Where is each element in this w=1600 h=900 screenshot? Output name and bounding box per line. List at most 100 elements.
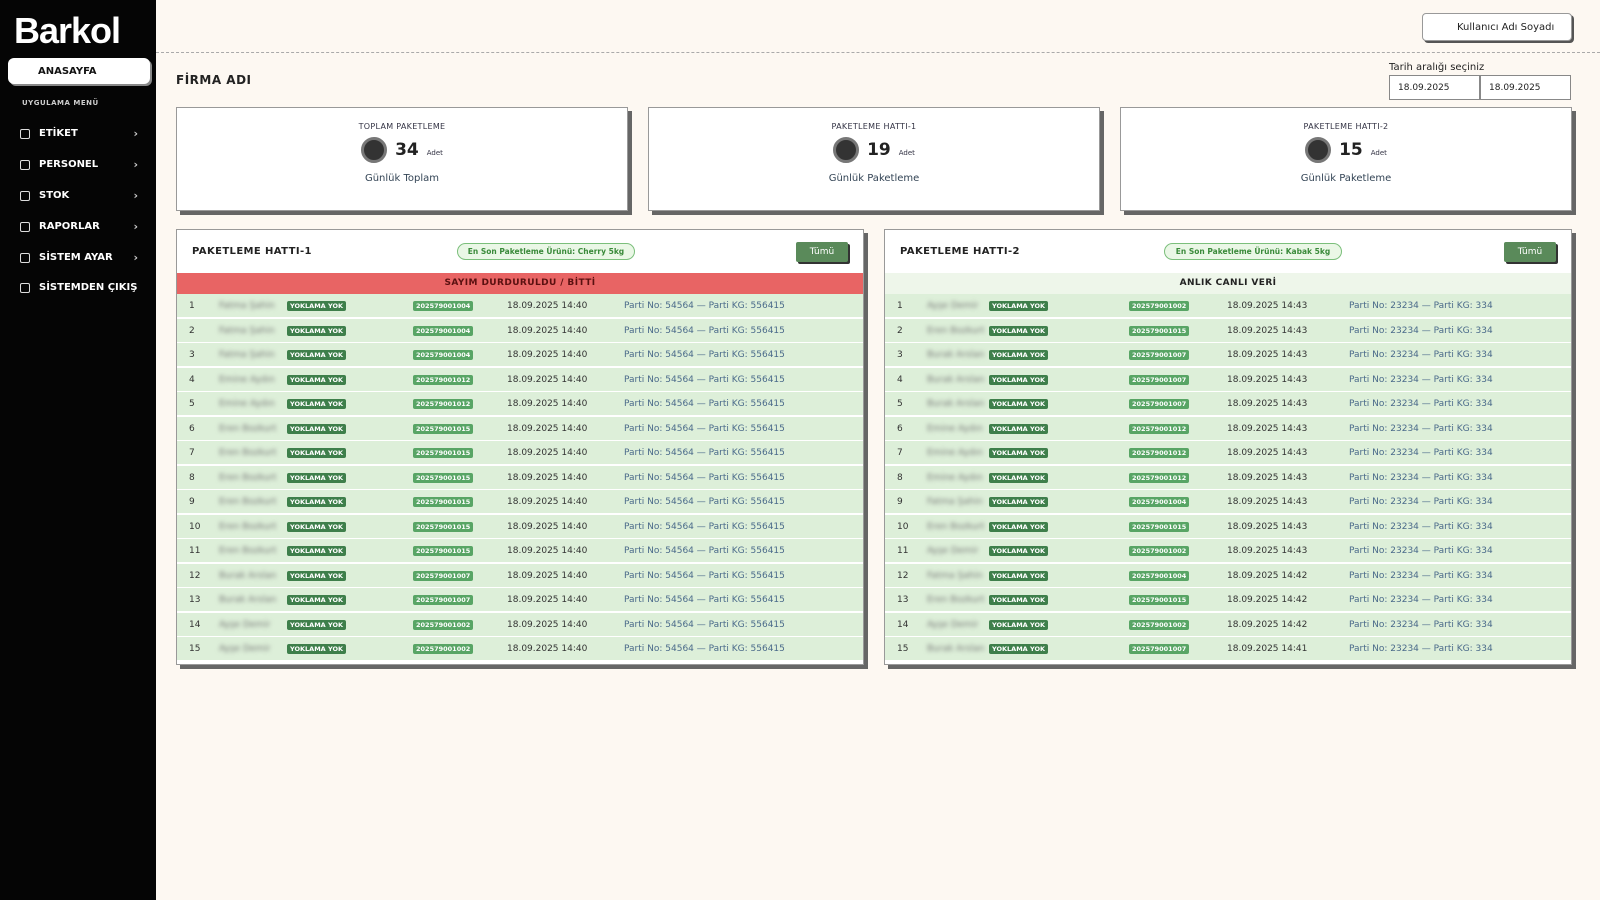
attendance-status: YOKLAMA YOK xyxy=(287,399,347,409)
batch-info: Parti No: 23234 — Parti KG: 334 xyxy=(1349,570,1493,581)
row-number: 10 xyxy=(897,521,909,532)
data-row: 3 Burak Arslan YOKLAMA YOK 202579001007 18.0… xyxy=(885,343,1571,367)
data-row: 9 Fatma Şahin YOKLAMA YOK 202579001004 18.09… xyxy=(885,490,1571,514)
data-row: 12 Burak Arslan YOKLAMA YOK 202579001007 18.… xyxy=(177,563,863,588)
data-row: 15 Burak Arslan YOKLAMA YOK 202579001007 18.… xyxy=(885,637,1571,661)
barcode: 202579001004 xyxy=(1129,497,1190,507)
attendance-status: YOKLAMA YOK xyxy=(989,644,1049,654)
row-number: 7 xyxy=(189,448,195,458)
nav-item[interactable]: RAPORLAR › xyxy=(20,220,138,233)
row-number: 8 xyxy=(897,472,903,483)
card-title: PAKETLEME HATTI-1 xyxy=(831,122,917,131)
attendance-status: YOKLAMA YOK xyxy=(287,350,347,360)
data-row: 14 Ayşe Demir YOKLAMA YOK 202579001002 18.09… xyxy=(885,612,1571,637)
panel-title: PAKETLEME HATTI-2 xyxy=(900,246,1020,257)
nav-icon xyxy=(20,282,30,293)
employee-name: Ayşe Demir xyxy=(219,644,271,654)
employee-name: Burak Arslan xyxy=(927,644,985,654)
employee-name: Fatma Şahin xyxy=(219,325,275,336)
barcode: 202579001012 xyxy=(1129,448,1190,458)
row-number: 12 xyxy=(897,570,909,581)
user-menu[interactable]: Kullanıcı Adı Soyadı xyxy=(1422,13,1572,41)
batch-info: Parti No: 54564 — Parti KG: 556415 xyxy=(624,423,785,434)
barcode: 202579001002 xyxy=(1129,301,1190,311)
card-title: PAKETLEME HATTI-2 xyxy=(1303,122,1389,131)
batch-info: Parti No: 54564 — Parti KG: 556415 xyxy=(624,301,785,311)
data-row: 8 Eren Bozkurt YOKLAMA YOK 202579001015 18.0… xyxy=(177,465,863,490)
row-number: 11 xyxy=(897,546,909,556)
nav-item[interactable]: PERSONEL › xyxy=(20,158,138,171)
barcode: 202579001007 xyxy=(1129,399,1190,409)
timestamp: 18.09.2025 14:43 xyxy=(1227,325,1308,336)
timestamp: 18.09.2025 14:40 xyxy=(507,619,588,630)
nav-label: PERSONEL xyxy=(39,159,99,170)
timestamp: 18.09.2025 14:40 xyxy=(507,497,588,507)
row-number: 1 xyxy=(189,301,195,311)
nav-item[interactable]: STOK › xyxy=(20,189,138,202)
sidebar: Barkol ANASAYFA UYGULAMA MENÜ ETİKET › PER… xyxy=(0,0,156,900)
employee-name: Eren Bozkurt xyxy=(219,521,277,532)
barcode: 202579001015 xyxy=(413,448,474,458)
employee-name: Emine Aydın xyxy=(927,423,983,434)
employee-name: Eren Bozkurt xyxy=(927,521,985,532)
nav-item[interactable]: ETİKET › xyxy=(20,127,138,140)
barcode: 202579001012 xyxy=(413,399,474,409)
barcode: 202579001015 xyxy=(1129,595,1190,605)
batch-info: Parti No: 54564 — Parti KG: 556415 xyxy=(624,399,785,409)
attendance-status: YOKLAMA YOK xyxy=(287,472,347,483)
barcode: 202579001015 xyxy=(413,521,474,532)
employee-name: Burak Arslan xyxy=(219,570,277,581)
employee-name: Burak Arslan xyxy=(219,595,277,605)
nav-item[interactable]: SİSTEMDEN ÇIKIŞ xyxy=(20,282,138,293)
data-row: 15 Ayşe Demir YOKLAMA YOK 202579001002 18.09… xyxy=(177,637,863,661)
employee-name: Eren Bozkurt xyxy=(219,423,277,434)
barcode: 202579001004 xyxy=(413,350,474,360)
data-row: 7 Emine Aydın YOKLAMA YOK 202579001012 18.09… xyxy=(885,441,1571,465)
batch-info: Parti No: 23234 — Parti KG: 334 xyxy=(1349,521,1493,532)
eye-icon xyxy=(833,137,860,163)
timestamp: 18.09.2025 14:40 xyxy=(507,595,588,605)
attendance-status: YOKLAMA YOK xyxy=(989,546,1049,556)
nav-label: ETİKET xyxy=(39,128,78,139)
attendance-status: YOKLAMA YOK xyxy=(287,423,347,434)
card-value-row: 15 Adet xyxy=(1121,137,1571,163)
all-button[interactable]: Tümü xyxy=(796,242,848,262)
timestamp: 18.09.2025 14:43 xyxy=(1227,423,1308,434)
timestamp: 18.09.2025 14:43 xyxy=(1227,301,1308,311)
card-subtitle: Günlük Paketleme xyxy=(828,173,920,184)
barcode: 202579001015 xyxy=(1129,521,1190,532)
data-row: 8 Emine Aydın YOKLAMA YOK 202579001012 18.09… xyxy=(885,465,1571,490)
timestamp: 18.09.2025 14:40 xyxy=(507,521,588,532)
all-button[interactable]: Tümü xyxy=(1504,242,1556,262)
batch-info: Parti No: 54564 — Parti KG: 556415 xyxy=(624,448,785,458)
eye-icon xyxy=(361,137,388,163)
barcode: 202579001007 xyxy=(413,570,474,581)
attendance-status: YOKLAMA YOK xyxy=(287,325,347,336)
data-row: 7 Eren Bozkurt YOKLAMA YOK 202579001015 18.0… xyxy=(177,441,863,465)
nav-item[interactable]: SİSTEM AYAR › xyxy=(20,251,138,264)
date-from[interactable]: 18.09.2025 xyxy=(1389,75,1480,100)
attendance-status: YOKLAMA YOK xyxy=(287,644,347,654)
barcode: 202579001004 xyxy=(413,325,474,336)
nav-icon xyxy=(20,221,30,232)
employee-name: Burak Arslan xyxy=(927,399,985,409)
batch-info: Parti No: 54564 — Parti KG: 556415 xyxy=(624,521,785,532)
data-row: 4 Burak Arslan YOKLAMA YOK 202579001007 18.0… xyxy=(885,367,1571,392)
timestamp: 18.09.2025 14:43 xyxy=(1227,374,1308,385)
date-to[interactable]: 18.09.2025 xyxy=(1480,75,1571,100)
employee-name: Fatma Şahin xyxy=(927,570,983,581)
timestamp: 18.09.2025 14:43 xyxy=(1227,472,1308,483)
card-subtitle: Günlük Toplam xyxy=(364,173,440,184)
nav-home[interactable]: ANASAYFA xyxy=(8,58,150,84)
attendance-status: YOKLAMA YOK xyxy=(989,350,1049,360)
data-row: 2 Fatma Şahin YOKLAMA YOK 202579001004 18.09… xyxy=(177,318,863,343)
timestamp: 18.09.2025 14:43 xyxy=(1227,521,1308,532)
card-value: 15 xyxy=(1339,140,1363,160)
employee-name: Emine Aydın xyxy=(927,472,983,483)
attendance-status: YOKLAMA YOK xyxy=(287,374,347,385)
nav-label: SİSTEM AYAR xyxy=(39,252,113,263)
data-row: 3 Fatma Şahin YOKLAMA YOK 202579001004 18.09… xyxy=(177,343,863,367)
batch-info: Parti No: 23234 — Parti KG: 334 xyxy=(1349,472,1493,483)
status-banner: SAYIM DURDURULDU / BİTTİ xyxy=(177,273,863,294)
attendance-status: YOKLAMA YOK xyxy=(989,497,1049,507)
